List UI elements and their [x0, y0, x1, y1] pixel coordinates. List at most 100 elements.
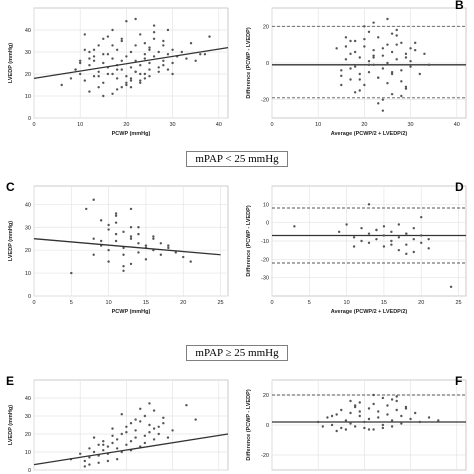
- data-point-c: [122, 230, 125, 234]
- y-tick-label-a: 10: [25, 94, 31, 100]
- data-point-b: [409, 65, 412, 68]
- data-point-a: [162, 63, 165, 67]
- data-point-b: [395, 28, 398, 32]
- x-tick-label-c: 5: [70, 300, 73, 306]
- regression-line-a: [33, 46, 229, 80]
- data-point-f: [358, 410, 361, 413]
- data-point-f: [367, 417, 371, 421]
- y-tick-label-d: -10: [261, 239, 269, 245]
- y-axis-label-a: LVEDP (mmHg): [8, 43, 14, 83]
- y-axis-label-b: Difference (PCWP - LVEDP): [246, 27, 252, 98]
- data-point-c: [129, 235, 133, 238]
- data-point-a: [88, 57, 91, 60]
- data-point-c: [122, 265, 125, 268]
- data-point-b: [423, 52, 426, 56]
- data-point-b: [372, 48, 375, 52]
- data-point-e: [125, 443, 128, 446]
- panel-letter-e: E: [6, 374, 15, 388]
- chart-d-svg: 0 5 10 15 20 25 -30 -20 -10 0 10 Average (PCWP/2 + …: [246, 185, 467, 315]
- y-tick-label-b: 20: [263, 24, 269, 30]
- data-point-f: [409, 417, 412, 421]
- data-point-e: [97, 461, 100, 464]
- data-point-a: [148, 75, 151, 78]
- data-point-b: [363, 37, 366, 41]
- data-point-b: [363, 83, 366, 87]
- data-point-e: [134, 429, 137, 432]
- data-point-a: [171, 61, 174, 65]
- data-point-e: [111, 434, 114, 437]
- y-tick-label-e: 20: [25, 432, 31, 438]
- data-point-f: [353, 425, 357, 428]
- data-point-a: [97, 75, 100, 78]
- data-point-d: [427, 237, 430, 241]
- x-tick-label-d: 20: [418, 300, 424, 306]
- data-point-b: [377, 102, 380, 105]
- x-tick-label-c: 20: [180, 300, 186, 306]
- regression-line-c: [33, 238, 221, 256]
- data-point-f: [381, 423, 385, 427]
- y-tick-label-a: 30: [25, 50, 31, 56]
- panel-f: -20 0 20 Difference (PCWP - LVEDP): [238, 372, 474, 474]
- data-point-c: [152, 235, 155, 238]
- data-point-a: [143, 72, 147, 76]
- data-point-a: [102, 94, 105, 98]
- y-tick-label-d: -30: [261, 276, 269, 282]
- y-tick-label-d: -20: [261, 257, 269, 263]
- x-tick-label-a: 30: [170, 122, 176, 128]
- data-point-f: [386, 413, 389, 416]
- data-point-d: [449, 285, 453, 289]
- data-point-b: [386, 17, 389, 21]
- chart-c-svg: 0 5 10 15 20 25 0 10 20 30 40 PCWP (mmHg) LVEDP (mmH…: [8, 185, 229, 315]
- section-label-high-mpap: mPAP ≥ 25 mmHg: [0, 345, 474, 361]
- data-point-a: [148, 48, 151, 51]
- data-point-b: [390, 50, 394, 54]
- data-point-e: [115, 447, 119, 450]
- y-tick-label-d: 0: [266, 221, 269, 227]
- data-point-e: [171, 429, 174, 432]
- data-point-b: [353, 65, 357, 68]
- x-tick-label-d: 0: [270, 300, 273, 306]
- data-point-e: [194, 418, 197, 421]
- data-point-a: [189, 42, 193, 45]
- data-point-a: [143, 57, 147, 60]
- data-point-a: [125, 20, 128, 23]
- panel-c: 0 5 10 15 20 25 0 10 20 30 40 PCWP (mmHg) LVEDP (mmH…: [0, 178, 236, 318]
- data-point-b: [418, 72, 422, 76]
- data-point-c: [107, 223, 110, 227]
- data-point-c: [70, 271, 73, 275]
- data-point-a: [97, 86, 100, 89]
- data-point-c: [107, 260, 110, 263]
- data-point-c: [92, 253, 95, 256]
- data-point-c: [152, 237, 155, 240]
- data-point-d: [367, 232, 371, 235]
- data-point-d: [412, 250, 415, 254]
- data-point-f: [335, 429, 338, 433]
- x-tick-label-c: 0: [32, 300, 35, 306]
- data-point-e: [134, 418, 137, 421]
- data-point-a: [134, 17, 137, 21]
- data-point-e: [120, 432, 123, 436]
- data-point-c: [92, 237, 95, 240]
- data-point-e: [134, 436, 137, 439]
- y-tick-label-a: 40: [25, 28, 31, 34]
- data-point-f: [349, 411, 352, 415]
- data-point-d: [420, 241, 423, 245]
- data-point-a: [78, 59, 82, 62]
- data-point-a: [115, 88, 119, 91]
- data-point-e: [185, 404, 188, 407]
- x-axis-label-d: Average (PCWP/2 + LVEDP/2): [331, 309, 408, 315]
- data-point-f: [367, 407, 371, 410]
- y-tick-label-e: 10: [25, 450, 31, 456]
- data-point-a: [120, 68, 123, 71]
- data-point-c: [137, 226, 140, 229]
- data-point-a: [111, 92, 114, 96]
- data-point-b: [367, 63, 371, 67]
- data-point-b: [372, 54, 375, 57]
- data-point-a: [139, 81, 142, 85]
- data-point-f: [381, 426, 385, 430]
- data-point-a: [180, 50, 184, 54]
- data-point-b: [358, 72, 361, 76]
- data-point-f: [358, 401, 361, 404]
- data-point-f: [418, 420, 422, 424]
- data-point-b: [372, 21, 375, 24]
